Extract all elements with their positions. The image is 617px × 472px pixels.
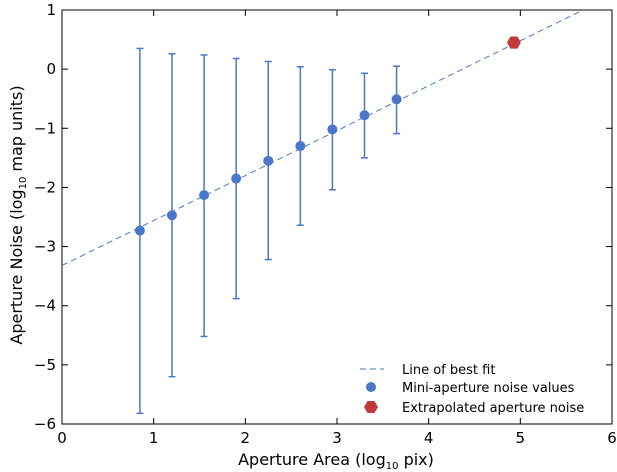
x-tick-label: 2 bbox=[241, 429, 251, 447]
legend-label-extrapolated: Extrapolated aperture noise bbox=[402, 401, 584, 416]
y-tick-label: −3 bbox=[34, 238, 56, 256]
y-tick-label: −6 bbox=[34, 415, 56, 433]
y-tick-label: −4 bbox=[34, 297, 56, 315]
x-tick-label: 3 bbox=[332, 429, 342, 447]
mini-aperture-point bbox=[231, 173, 242, 184]
mini-aperture-point bbox=[359, 110, 370, 121]
x-axis-label: Aperture Area (log10 pix) bbox=[238, 450, 434, 472]
x-tick-label: 4 bbox=[424, 429, 434, 447]
axis-ticks: 0 1 2 3 4 5 6 −6 −5 −4 −3 −2 −1 0 1 bbox=[34, 1, 617, 447]
mini-aperture-point bbox=[263, 155, 274, 166]
y-tick-label: 0 bbox=[46, 60, 56, 78]
mini-aperture-point bbox=[167, 210, 177, 221]
y-tick-label: 1 bbox=[46, 1, 56, 19]
mini-aperture-point bbox=[391, 94, 402, 105]
plot-frame bbox=[61, 9, 613, 425]
legend-mini-aperture-marker bbox=[366, 382, 376, 392]
best-fit-line bbox=[61, 9, 584, 266]
legend: Line of best fit Mini-aperture noise val… bbox=[360, 363, 584, 416]
mini-aperture-point bbox=[199, 190, 210, 201]
x-tick-label: 1 bbox=[149, 429, 159, 447]
mini-aperture-point bbox=[134, 225, 145, 236]
y-axis-label: Aperture Noise (log10 map units) bbox=[7, 85, 29, 344]
error-bars bbox=[136, 47, 401, 415]
mini-aperture-point bbox=[327, 124, 338, 135]
legend-label-mini-aperture: Mini-aperture noise values bbox=[402, 381, 575, 396]
x-tick-label: 6 bbox=[607, 429, 617, 447]
mini-aperture-point bbox=[295, 141, 306, 152]
y-tick-label: −2 bbox=[34, 178, 56, 196]
legend-label-fit: Line of best fit bbox=[402, 363, 495, 378]
x-tick-label: 0 bbox=[57, 429, 67, 447]
extrapolated-point bbox=[506, 36, 521, 49]
plot-area: 0 1 2 3 4 5 6 −6 −5 −4 −3 −2 −1 0 1 bbox=[34, 1, 617, 447]
data-points bbox=[134, 36, 521, 236]
x-tick-label: 5 bbox=[516, 429, 526, 447]
legend-extrapolated-marker bbox=[364, 401, 378, 413]
y-tick-label: −5 bbox=[34, 356, 56, 374]
y-tick-label: −1 bbox=[34, 119, 56, 137]
